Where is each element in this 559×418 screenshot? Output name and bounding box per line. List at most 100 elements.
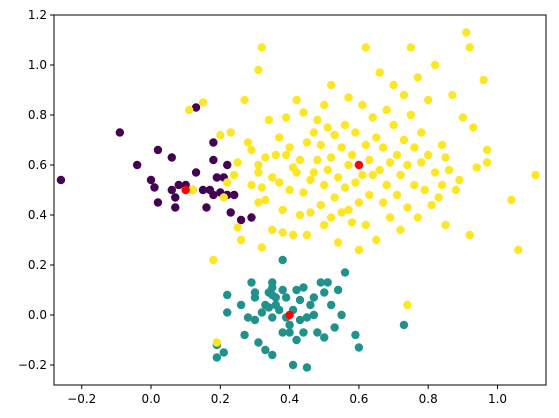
- data-point-s2-104: [396, 170, 405, 180]
- data-point-s1-25: [275, 305, 284, 315]
- data-point-s2-133: [455, 175, 464, 185]
- data-point-s2-29: [271, 150, 280, 160]
- data-point-s2-123: [430, 60, 440, 70]
- data-point-s0-2: [132, 160, 142, 170]
- data-point-s1-38: [295, 315, 305, 325]
- data-point-s2-64: [330, 193, 339, 202]
- data-point-s1-8: [247, 278, 256, 287]
- data-point-s2-57: [320, 180, 329, 190]
- data-point-s2-40: [292, 168, 301, 177]
- data-point-s1-2: [219, 348, 228, 357]
- data-point-s2-67: [333, 238, 343, 247]
- data-point-s2-3: [209, 255, 218, 265]
- data-point-s2-117: [417, 158, 426, 167]
- data-point-s2-126: [437, 140, 447, 150]
- data-point-s2-80: [354, 245, 364, 255]
- data-point-s2-56: [320, 100, 329, 110]
- data-point-s2-7: [223, 178, 232, 187]
- data-point-s2-18: [254, 198, 263, 207]
- data-point-s2-137: [465, 230, 474, 240]
- data-point-s1-5: [236, 300, 246, 310]
- data-point-s2-35: [281, 150, 291, 160]
- data-point-s2-60: [323, 165, 332, 175]
- data-point-s2-1: [188, 185, 197, 195]
- data-point-s1-36: [292, 285, 301, 295]
- data-point-s2-28: [268, 173, 277, 182]
- data-point-s2-92: [375, 165, 384, 175]
- data-point-s1-46: [313, 328, 322, 337]
- data-point-s2-81: [358, 170, 367, 180]
- data-point-s0-11: [174, 180, 183, 190]
- data-point-s0-8: [167, 185, 176, 195]
- data-point-s1-31: [285, 320, 294, 330]
- data-point-s2-105: [396, 225, 405, 235]
- data-point-s2-38: [288, 230, 298, 240]
- plot-area-frame: [53, 14, 547, 386]
- data-point-s0-21: [209, 190, 218, 200]
- data-point-s2-20: [254, 160, 263, 170]
- data-point-s0-0: [56, 175, 66, 185]
- data-point-s0-30: [247, 213, 256, 222]
- data-point-s1-32: [285, 328, 294, 337]
- data-point-s2-42: [295, 210, 305, 220]
- data-point-s2-130: [444, 165, 454, 175]
- data-point-s1-7: [243, 313, 253, 322]
- data-point-s1-16: [264, 303, 274, 312]
- data-point-s2-83: [361, 140, 371, 150]
- data-point-s0-20: [209, 138, 218, 147]
- data-point-s3-2: [354, 160, 364, 170]
- data-point-s0-3: [146, 175, 156, 185]
- data-point-s0-19: [209, 155, 218, 165]
- data-point-s2-31: [275, 178, 284, 187]
- data-point-s1-43: [306, 300, 315, 310]
- data-point-s2-47: [302, 230, 312, 240]
- data-point-s1-35: [292, 335, 301, 345]
- data-point-s2-46: [302, 138, 312, 147]
- data-point-s2-21: [257, 183, 267, 192]
- data-point-s2-119: [420, 185, 429, 195]
- x-tick-label: 0.6: [349, 392, 368, 406]
- data-point-s1-57: [354, 343, 364, 352]
- data-point-s0-17: [202, 203, 211, 212]
- data-point-s2-85: [361, 43, 371, 52]
- data-point-s2-10: [233, 158, 242, 167]
- data-point-s1-12: [254, 338, 263, 347]
- data-point-s0-1: [115, 128, 125, 137]
- data-point-s2-125: [434, 193, 443, 202]
- data-point-s0-4: [153, 145, 163, 155]
- data-point-s2-14: [243, 138, 253, 147]
- data-point-s3-0: [181, 185, 190, 195]
- x-tick-label: 0.4: [280, 392, 299, 406]
- data-point-s2-134: [458, 113, 468, 122]
- data-point-s1-4: [223, 290, 232, 300]
- data-point-s2-48: [306, 208, 315, 217]
- data-point-s2-44: [299, 108, 308, 117]
- data-point-s1-53: [333, 285, 343, 295]
- data-point-s2-89: [368, 170, 377, 180]
- data-point-s2-121: [424, 150, 433, 160]
- y-axis: −0.2 0.0 0.2 0.4 0.6 0.8 1.0 1.2: [18, 8, 54, 372]
- data-point-s1-28: [278, 328, 287, 337]
- data-point-s2-129: [441, 220, 450, 230]
- data-point-s2-0: [184, 105, 194, 115]
- data-point-s2-52: [313, 155, 322, 165]
- data-point-s2-113: [410, 180, 419, 190]
- data-point-s2-76: [347, 218, 357, 227]
- x-tick-label: 0.0: [141, 392, 160, 406]
- data-point-s1-54: [337, 310, 346, 320]
- data-point-s2-54: [316, 200, 325, 210]
- y-tick-label: −0.2: [18, 358, 47, 372]
- y-tick-label: 0.4: [28, 208, 47, 222]
- data-point-s2-139: [472, 163, 481, 172]
- data-point-s2-43: [295, 155, 305, 165]
- data-point-s2-138: [469, 123, 478, 132]
- data-point-s2-72: [344, 160, 353, 170]
- data-point-s2-61: [326, 213, 336, 222]
- data-point-s2-34: [281, 113, 291, 122]
- data-point-s2-9: [229, 170, 239, 180]
- data-point-s2-144: [514, 245, 523, 255]
- data-point-s2-78: [351, 128, 360, 137]
- data-point-s2-16: [247, 145, 256, 155]
- data-point-s2-73: [344, 205, 353, 215]
- data-point-s2-36: [285, 185, 294, 195]
